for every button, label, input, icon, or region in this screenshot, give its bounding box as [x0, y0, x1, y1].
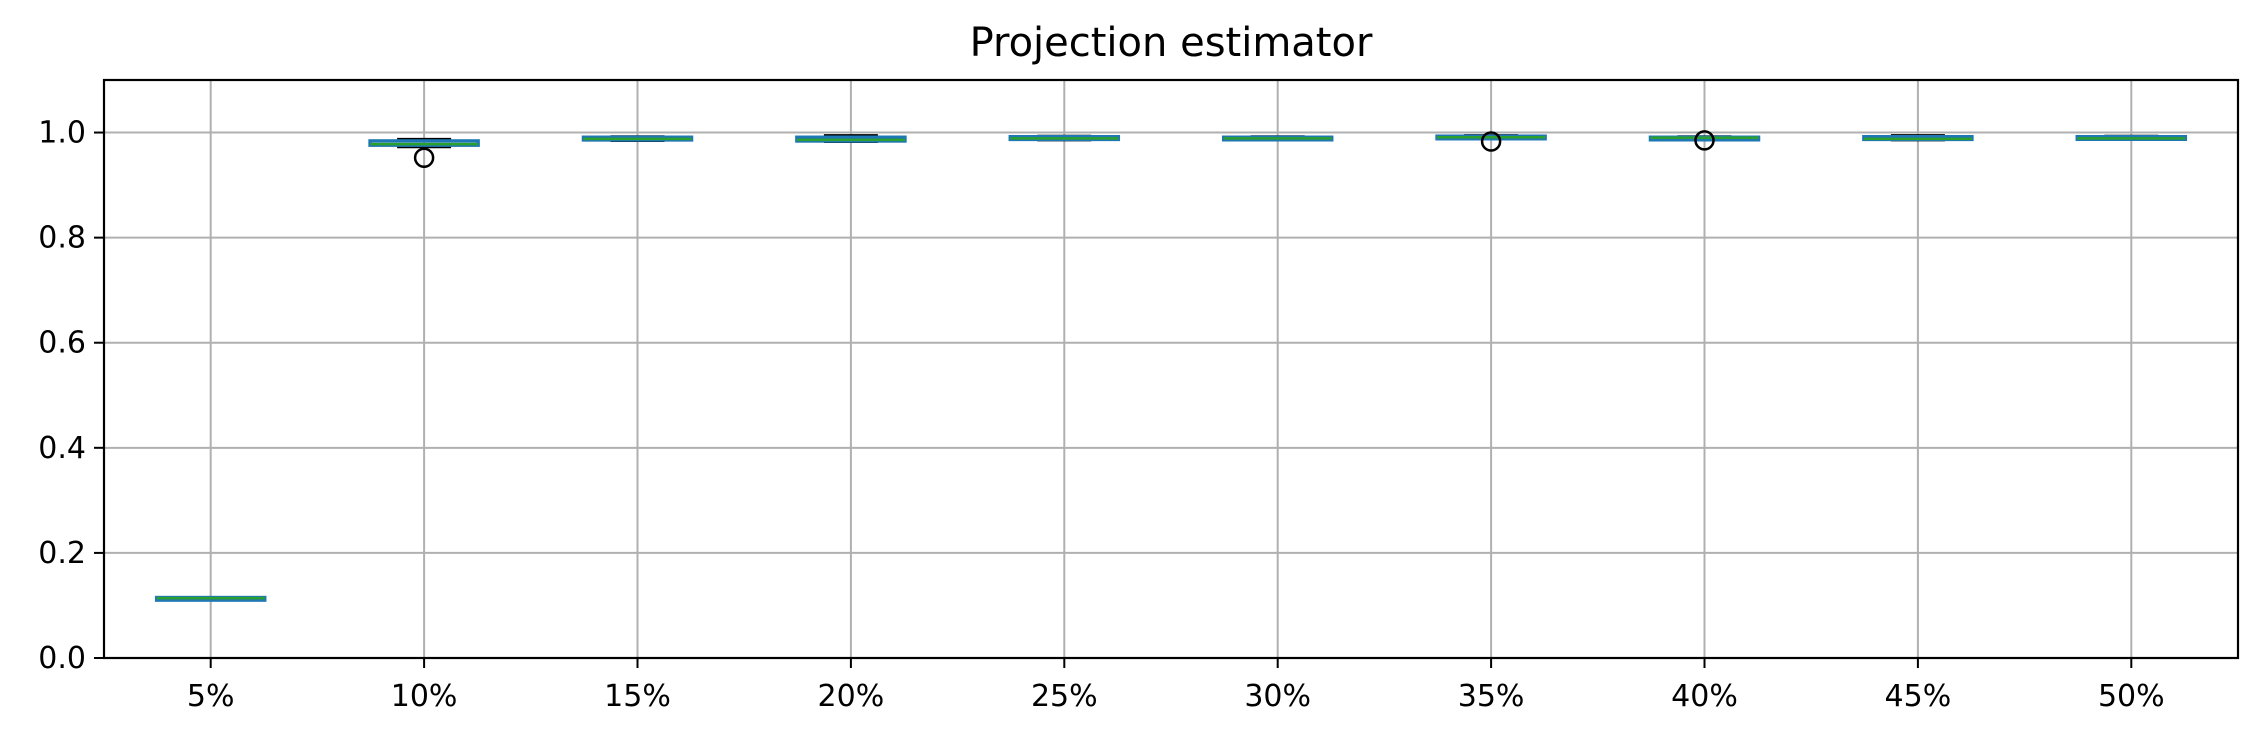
box-group — [1862, 134, 1974, 142]
y-tick-label: 0.4 — [38, 431, 86, 466]
flier-point — [413, 147, 435, 169]
chart-title: Projection estimator — [970, 20, 1373, 66]
y-tick-label: 0.0 — [38, 641, 86, 676]
flier-point — [1694, 130, 1715, 151]
x-tick-label: 50% — [2098, 679, 2165, 714]
y-tick-label: 0.2 — [38, 536, 86, 571]
x-tick-label: 5% — [187, 679, 235, 714]
axes-frame — [102, 78, 2240, 660]
grid-lines — [104, 80, 2238, 659]
boxes — [154, 130, 2188, 602]
axes: 0.0 0.2 0.4 0.6 0.8 1.0 5% 10% 15% 20% 25% 30% 35% 40… — [38, 116, 2164, 714]
x-tick-label: 20% — [818, 679, 885, 714]
x-tick-label: 40% — [1671, 679, 1738, 714]
x-tick-label: 45% — [1885, 679, 1952, 714]
flier-point — [1480, 131, 1502, 152]
y-tick-label: 0.8 — [38, 221, 86, 256]
box-group — [795, 134, 907, 144]
x-tick-label: 30% — [1244, 679, 1311, 714]
box-group — [2075, 134, 2188, 141]
box-group — [1648, 130, 1761, 151]
x-tick-label: 35% — [1458, 679, 1525, 714]
box-group — [368, 137, 480, 169]
box-group — [581, 135, 694, 142]
box-group — [154, 595, 267, 602]
x-tick-label: 10% — [391, 679, 458, 714]
box-group — [1008, 134, 1121, 142]
box-group — [1221, 135, 1334, 142]
x-tick-label: 15% — [604, 679, 671, 714]
y-tick-label: 1.0 — [38, 116, 86, 151]
x-tick-label: 25% — [1031, 679, 1098, 714]
y-tick-label: 0.6 — [38, 326, 86, 361]
box-group — [1435, 131, 1547, 152]
